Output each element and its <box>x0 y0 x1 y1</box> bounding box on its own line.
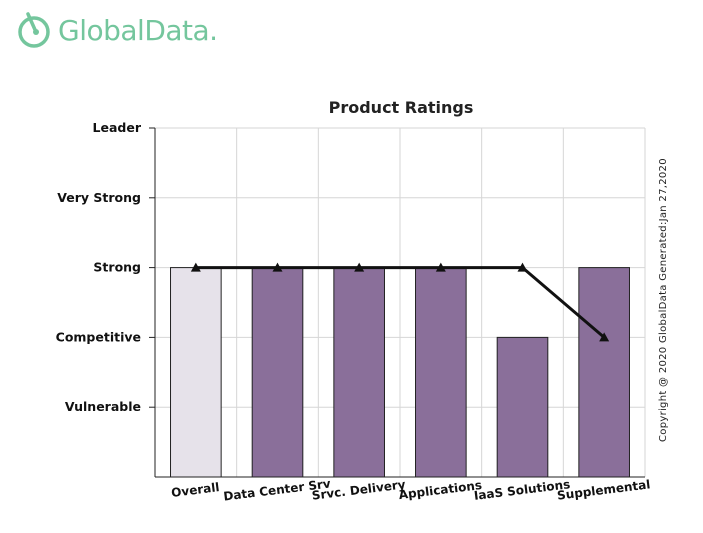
rating-line <box>195 266 606 339</box>
copyright-note: Copyright @ 2020 GlobalData Generated:Ja… <box>658 158 669 442</box>
line-marker <box>354 262 365 272</box>
y-tick-label: Strong <box>93 260 141 275</box>
y-tick-labels: Vulnerable Competitive Strong Very Strong Le… <box>56 120 142 414</box>
y-tick-label: Very Strong <box>57 190 141 205</box>
bar <box>578 267 630 478</box>
chart-title: Product Ratings <box>329 98 474 117</box>
chart-grid <box>155 127 646 477</box>
bar <box>251 267 304 478</box>
globaldata-logo: GlobalData. <box>16 8 218 52</box>
bar <box>496 336 549 478</box>
bar <box>333 267 385 478</box>
x-tick-label: Applications <box>398 478 483 502</box>
y-tick-label: Competitive <box>56 329 141 344</box>
chart-line-series <box>190 262 610 342</box>
line-marker <box>190 262 201 272</box>
bar <box>170 267 222 478</box>
bar <box>415 267 467 478</box>
y-tick-label: Leader <box>93 120 142 135</box>
line-marker <box>435 262 446 272</box>
line-marker <box>517 262 528 272</box>
x-tick-label: Overall <box>170 480 220 500</box>
line-marker <box>599 332 610 342</box>
globaldata-logo-icon <box>18 12 50 48</box>
chart-axes <box>149 127 645 478</box>
chart-bars <box>170 267 630 478</box>
x-tick-label: Supplemental <box>556 477 651 502</box>
y-tick-label: Vulnerable <box>65 399 141 414</box>
logo-wordmark: GlobalData. <box>58 13 218 47</box>
line-marker <box>272 262 283 272</box>
